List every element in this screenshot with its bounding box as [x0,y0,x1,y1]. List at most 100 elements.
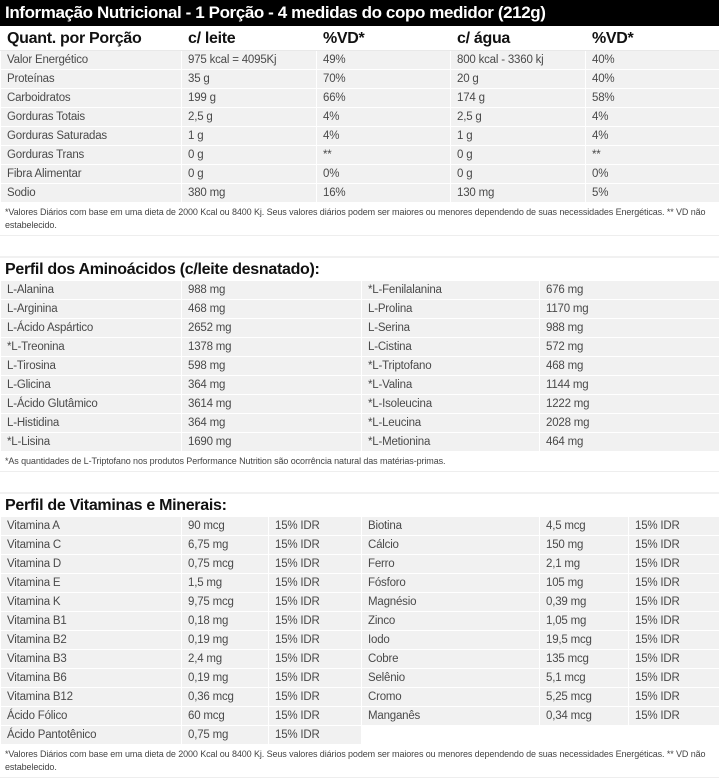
nutrition-footnote: *Valores Diários com base em uma dieta d… [0,203,719,236]
table-cell: 464 mg [540,433,719,452]
table-cell: 4% [586,127,719,146]
table-cell: 70% [317,70,451,89]
table-cell: 15% IDR [629,536,719,555]
section-spacer [0,472,719,494]
table-cell: 1,5 mg [182,574,269,593]
table-cell: Ácido Fólico [1,707,182,726]
table-cell: 40% [586,51,719,70]
table-cell: 15% IDR [269,688,362,707]
table-cell: 135 mcg [540,650,629,669]
table-cell: 199 g [182,89,317,108]
table-cell: 0,39 mg [540,593,629,612]
table-cell: L-Arginina [1,300,182,319]
table-cell: 1690 mg [182,433,362,452]
table-cell: 0 g [182,165,317,184]
table-cell: 5,1 mcg [540,669,629,688]
table-cell: 364 mg [182,376,362,395]
table-cell: Sodio [1,184,182,203]
table-cell: 15% IDR [269,669,362,688]
table-cell: 4% [586,108,719,127]
table-cell: Vitamina A [1,517,182,536]
table-cell: 20 g [451,70,586,89]
table-cell: Manganês [362,707,540,726]
table-cell: L-Glicina [1,376,182,395]
table-cell: 572 mg [540,338,719,357]
table-cell: ** [317,146,451,165]
table-cell: Magnésio [362,593,540,612]
table-cell: L-Ácido Aspártico [1,319,182,338]
table-cell: 0% [317,165,451,184]
table-cell: 15% IDR [269,707,362,726]
table-cell: 975 kcal = 4095Kj [182,51,317,70]
aminoacids-title: Perfil dos Aminoácidos (c/leite desnatad… [0,258,719,280]
table-cell: 0,34 mcg [540,707,629,726]
table-cell: Fibra Alimentar [1,165,182,184]
table-cell: Vitamina E [1,574,182,593]
table-cell: Selênio [362,669,540,688]
table-cell: 150 mg [540,536,629,555]
table-cell: 15% IDR [629,669,719,688]
table-cell: 4% [317,108,451,127]
table-cell: Proteínas [1,70,182,89]
table-cell: 1 g [451,127,586,146]
column-header: c/ leite [182,27,317,51]
table-cell: *L-Leucina [362,414,540,433]
table-cell: L-Tirosina [1,357,182,376]
table-cell: 58% [586,89,719,108]
table-cell: 35 g [182,70,317,89]
table-cell: L-Serina [362,319,540,338]
table-cell: Vitamina B6 [1,669,182,688]
table-cell: Cromo [362,688,540,707]
table-cell: Gorduras Saturadas [1,127,182,146]
table-cell: 40% [586,70,719,89]
table-cell: 174 g [451,89,586,108]
table-cell: 0 g [451,146,586,165]
table-cell: 15% IDR [269,650,362,669]
table-cell: 15% IDR [629,707,719,726]
table-cell: 988 mg [540,319,719,338]
table-cell: 60 mcg [182,707,269,726]
table-cell: 15% IDR [629,688,719,707]
table-cell: 6,75 mg [182,536,269,555]
table-cell: Cálcio [362,536,540,555]
table-cell: Vitamina B2 [1,631,182,650]
table-cell: 15% IDR [629,612,719,631]
table-cell: 2,5 g [451,108,586,127]
table-cell: 2,4 mg [182,650,269,669]
table-cell: Fósforo [362,574,540,593]
table-cell: Zinco [362,612,540,631]
table-cell: 380 mg [182,184,317,203]
table-cell: 364 mg [182,414,362,433]
table-cell: 15% IDR [269,593,362,612]
table-cell: 1378 mg [182,338,362,357]
table-cell: 1,05 mg [540,612,629,631]
table-cell: *L-Isoleucina [362,395,540,414]
table-cell [629,726,719,745]
table-cell: 0 g [451,165,586,184]
table-cell: 0,19 mg [182,669,269,688]
table-cell: 15% IDR [629,555,719,574]
table-cell: 15% IDR [629,574,719,593]
table-cell: 3614 mg [182,395,362,414]
table-cell: 105 mg [540,574,629,593]
